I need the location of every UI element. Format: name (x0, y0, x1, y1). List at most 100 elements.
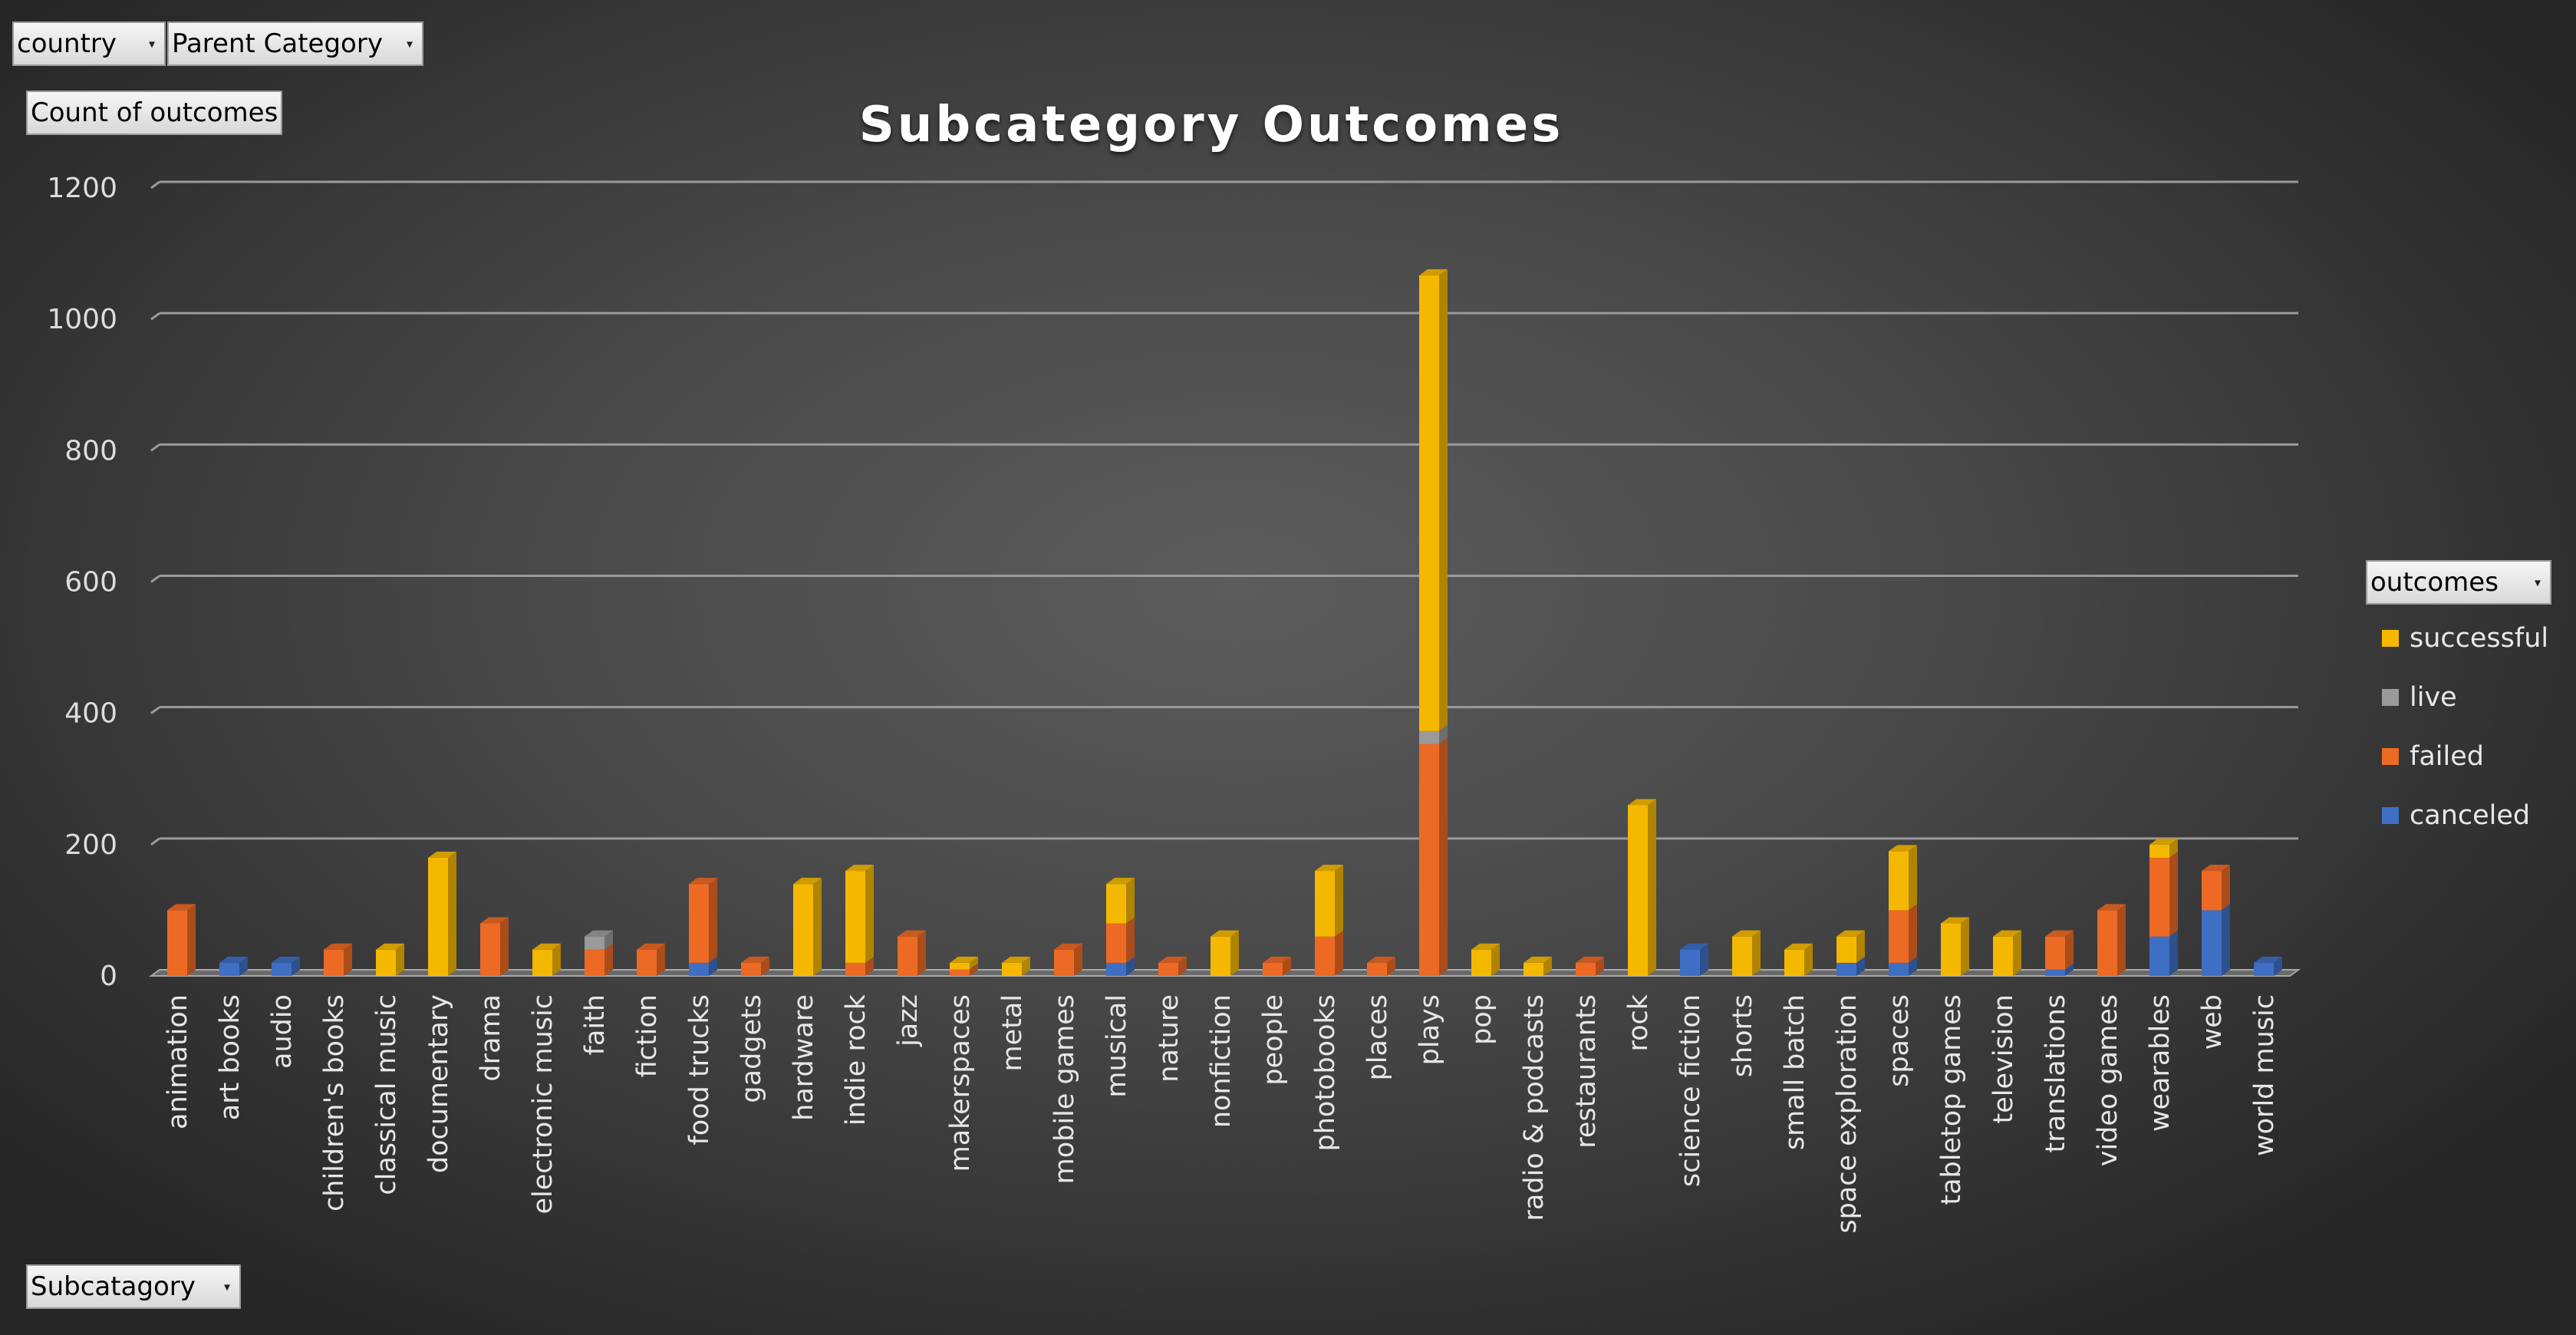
bar-segment-failed (585, 949, 604, 976)
x-tick-label: video games (2093, 994, 2123, 1166)
x-tick-label: indie rock (841, 994, 871, 1126)
legend-item-failed[interactable]: failed (2382, 741, 2484, 772)
values-field-button[interactable]: Count of outcomes (26, 91, 282, 135)
bar-segment-failed (689, 884, 709, 963)
bar-side-failed (604, 943, 613, 976)
bar-side-successful (396, 943, 404, 976)
bar-side-failed (2222, 865, 2230, 911)
values-field-label: Count of outcomes (31, 97, 278, 128)
bar-side-successful (1491, 943, 1500, 976)
x-tick-label: plays (1415, 994, 1445, 1065)
bar-side-successful (1126, 878, 1135, 924)
bar-side-failed (500, 917, 509, 976)
bar-side-live (604, 930, 613, 950)
x-tick-label: nature (1154, 994, 1184, 1083)
bar-segment-canceled (1106, 962, 1126, 976)
bar-top-face (1628, 799, 1656, 806)
bar-side-failed (1283, 956, 1291, 976)
bar-segment-failed (1263, 962, 1283, 976)
bar-side-canceled (1700, 943, 1708, 976)
bar-segment-failed (637, 949, 657, 976)
bar-segment-failed (741, 962, 761, 976)
bar-segment-failed (1054, 949, 1074, 976)
bar-side-successful (1648, 799, 1656, 976)
y-tick-label: 1000 (47, 304, 117, 335)
bar-top-face (324, 943, 352, 950)
country-filter-button[interactable]: country ▾ (12, 21, 166, 66)
bar-side-canceled (2222, 904, 2230, 976)
x-tick-label: world music (2249, 994, 2280, 1156)
bar-segment-successful (1889, 851, 1909, 911)
bar-top-face (845, 865, 874, 872)
legend-item-canceled[interactable]: canceled (2382, 800, 2530, 831)
subcategory-axis-filter-button[interactable]: Subcatagory ▾ (26, 1264, 241, 1309)
outcomes-legend-filter-button[interactable]: outcomes ▾ (2366, 560, 2551, 605)
bar-side-failed (970, 963, 978, 976)
bar-top-face (689, 878, 717, 885)
x-tick-label: translations (2041, 994, 2071, 1152)
bar-side-failed (1596, 956, 1604, 976)
legend-item-live[interactable]: live (2382, 682, 2457, 713)
bar-segment-failed (480, 923, 500, 976)
x-tick-label: people (1258, 994, 1289, 1086)
bar-segment-failed (898, 936, 917, 976)
bar-top-face (1158, 956, 1187, 963)
bar-segment-successful (1002, 962, 1022, 976)
x-tick-label: hardware (789, 994, 819, 1121)
bar-top-face (1211, 930, 1239, 937)
x-tick-label: documentary (423, 994, 454, 1173)
x-tick-label: small batch (1780, 994, 1810, 1150)
bar-segment-successful (1419, 275, 1439, 731)
bar-side-failed (1909, 904, 1917, 963)
bar-segment-failed (950, 969, 970, 976)
gridline-tick (150, 443, 160, 452)
bar-top-face (1993, 930, 2021, 937)
bar-segment-failed (1889, 910, 1909, 963)
parent-category-filter-label: Parent Category (172, 28, 383, 59)
bar-segment-successful (1836, 936, 1856, 963)
bar-segment-successful (1524, 962, 1543, 976)
bar-side-failed (1387, 956, 1395, 976)
bar-side-successful (1022, 956, 1030, 976)
x-tick-label: pop (1467, 994, 1497, 1045)
bar-segment-failed (167, 910, 187, 976)
bar-segment-failed (845, 962, 865, 976)
bar-side-failed (1178, 956, 1187, 976)
outcomes-legend-filter-label: outcomes (2370, 567, 2499, 598)
bar-top-face (741, 956, 769, 963)
bar-side-failed (187, 904, 196, 976)
bar-side-successful (1230, 930, 1239, 976)
bar-side-successful (2169, 838, 2178, 858)
bar-top-face (532, 943, 561, 950)
bar-side-failed (917, 930, 926, 976)
bar-segment-canceled (272, 962, 292, 976)
bar-top-face (1784, 943, 1813, 950)
legend-label-canceled: canceled (2410, 800, 2531, 831)
x-tick-label: spaces (1884, 994, 1915, 1087)
bar-top-face (637, 943, 665, 950)
bar-segment-canceled (2254, 962, 2274, 976)
bar-side-canceled (1126, 956, 1135, 976)
bar-side-failed (344, 943, 352, 976)
parent-category-filter-button[interactable]: Parent Category ▾ (167, 21, 423, 66)
bar-segment-canceled (2149, 936, 2169, 976)
legend-item-successful[interactable]: successful (2382, 623, 2548, 654)
bar-segment-successful (1628, 805, 1648, 976)
bar-side-failed (1074, 943, 1082, 976)
x-tick-label: audio (267, 994, 298, 1069)
bar-top-face (219, 956, 248, 963)
bar-side-successful (970, 956, 978, 970)
gridline-tick (150, 312, 160, 321)
x-tick-label: mobile games (1049, 994, 1080, 1184)
x-tick-label: makerspaces (945, 994, 976, 1172)
y-tick-label: 400 (64, 698, 117, 730)
x-tick-label: art books (215, 994, 245, 1120)
bar-side-failed (709, 878, 717, 963)
bar-top-face (1054, 943, 1082, 950)
bar-segment-failed (1315, 936, 1335, 976)
bar-top-face (2045, 930, 2074, 937)
legend-swatch-canceled (2382, 807, 2399, 824)
bar-top-face (167, 904, 196, 911)
bar-side-successful (1909, 845, 1917, 911)
bar-side-canceled (292, 956, 300, 976)
